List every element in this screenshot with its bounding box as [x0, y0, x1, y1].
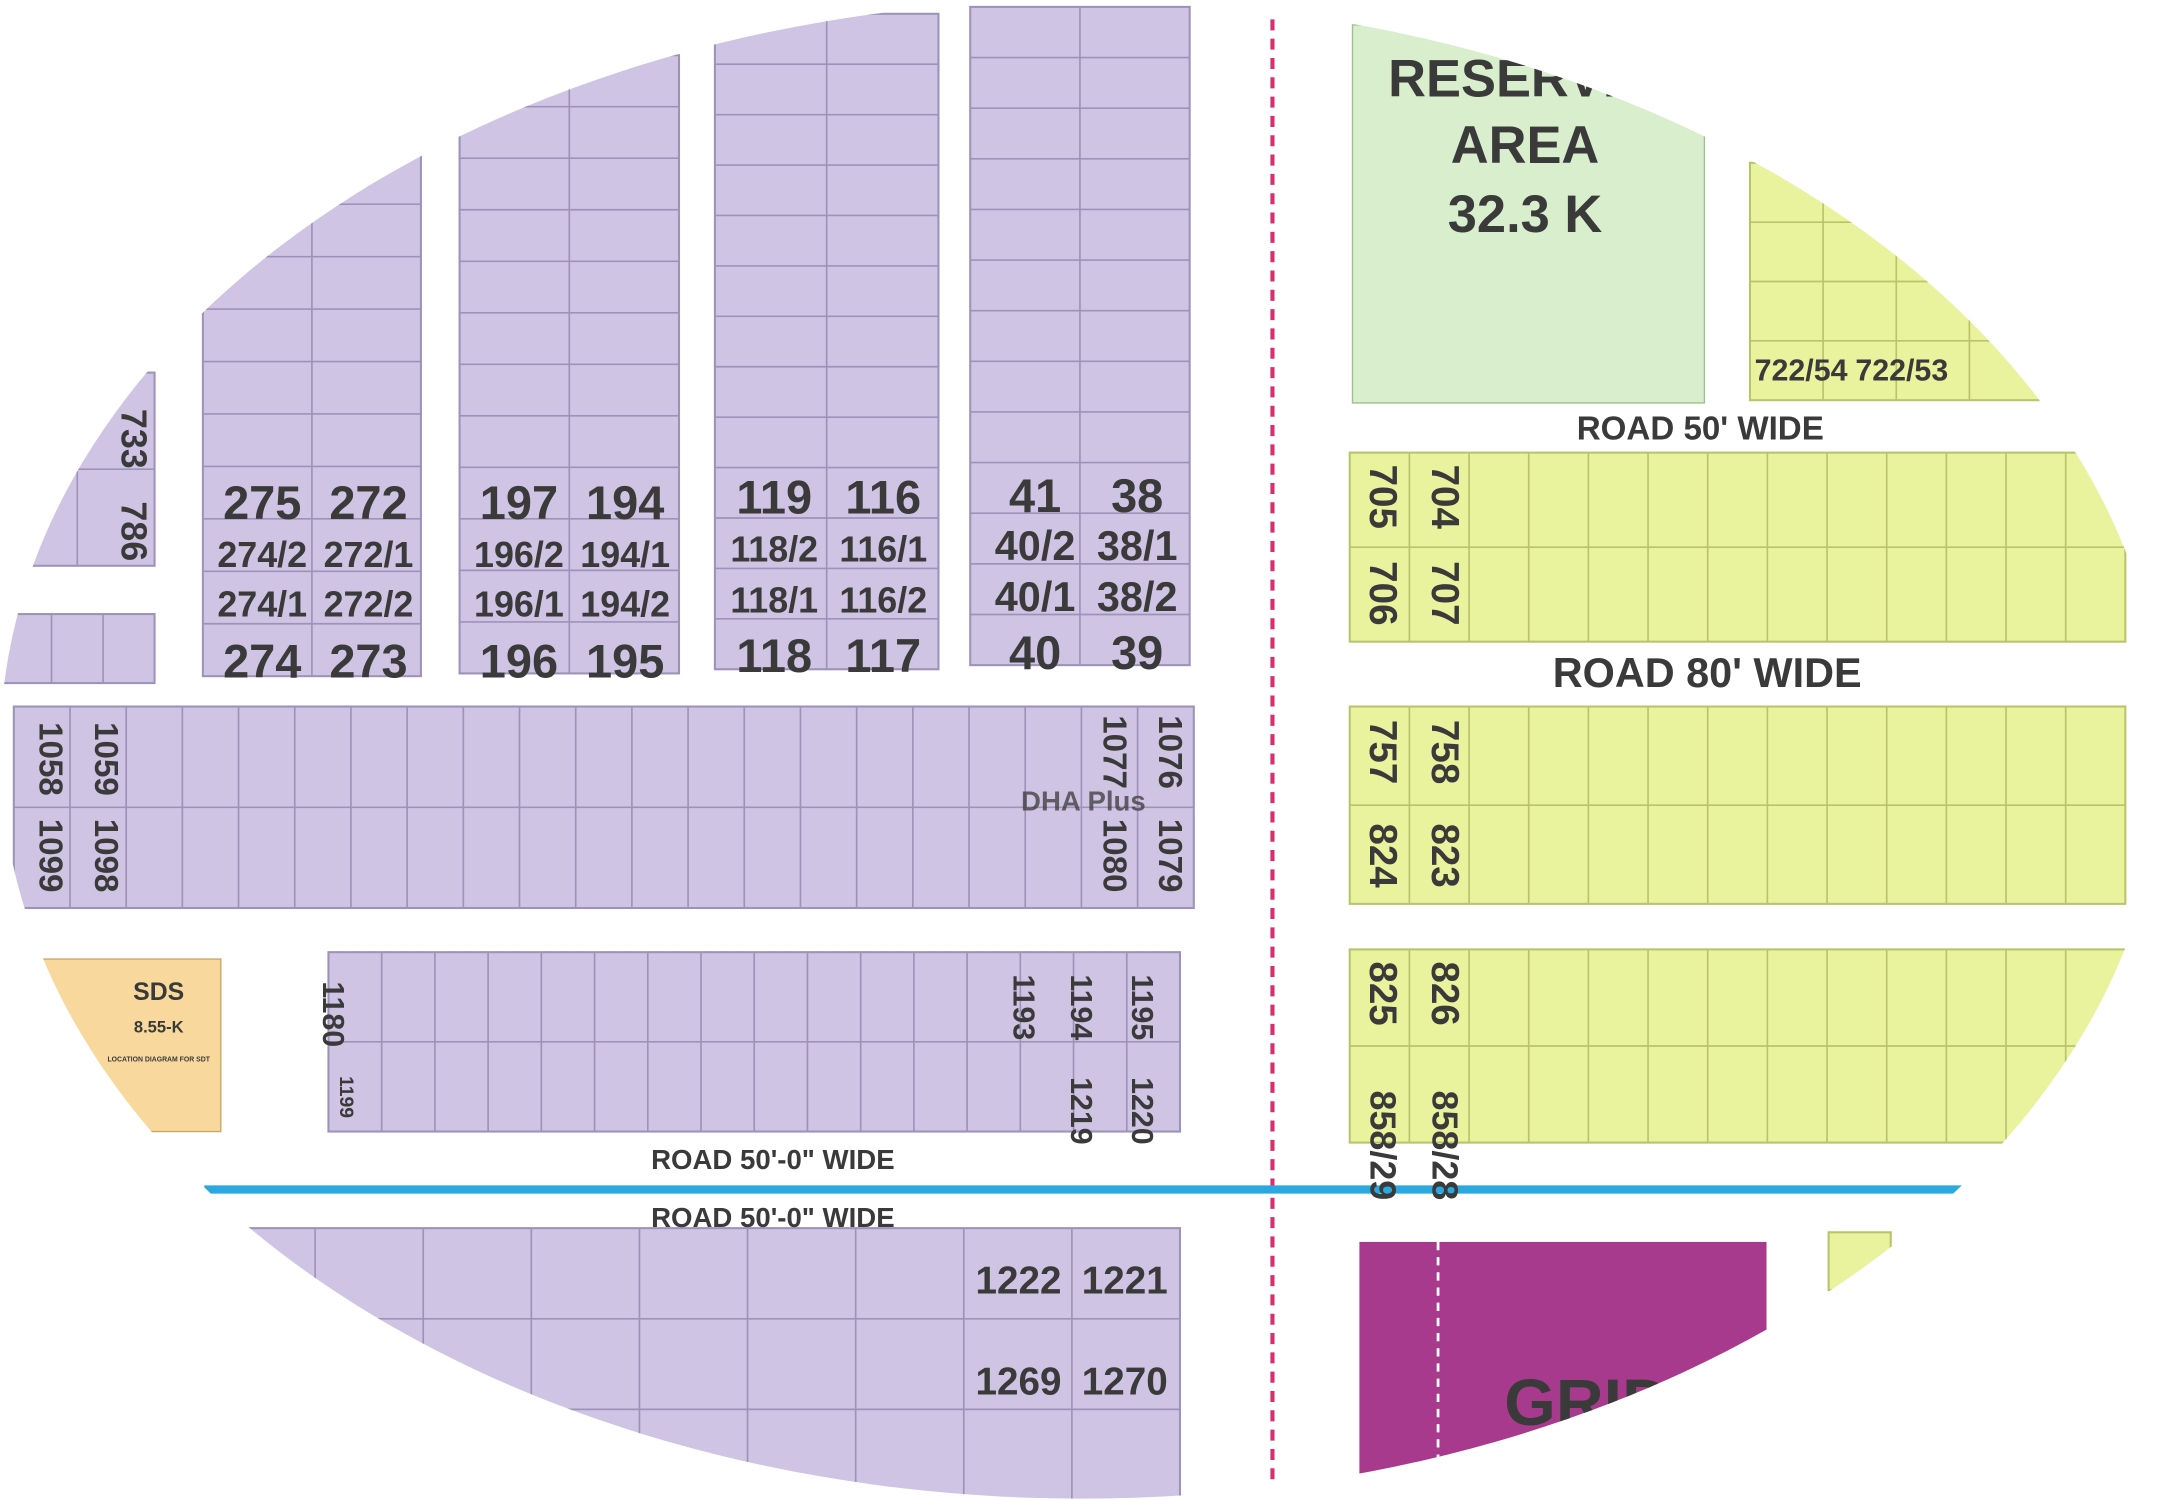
label: 1059	[87, 722, 124, 796]
label: 41	[1009, 470, 1061, 522]
label: 858/29	[1363, 1090, 1403, 1200]
label: DHA Plus	[1021, 785, 1146, 816]
label: 197	[480, 477, 558, 529]
label: 8.55-K	[134, 1017, 184, 1036]
label: 1098	[87, 819, 124, 893]
label: 858/28	[1425, 1090, 1465, 1200]
label: 118	[736, 630, 812, 682]
label: 118/1	[730, 581, 818, 621]
label: 758	[1423, 720, 1466, 784]
label: 275	[223, 477, 301, 529]
label: 272/2	[324, 585, 414, 625]
label: 1220	[1125, 1077, 1158, 1145]
label: 194/2	[580, 585, 670, 625]
label: ROAD 80' WIDE	[1553, 650, 1862, 696]
label: LOCATION DIAGRAM FOR SDT	[107, 1057, 210, 1064]
label: 116/2	[839, 581, 927, 621]
label: 733	[114, 409, 154, 469]
label: 1221	[1082, 1260, 1168, 1303]
label: 707	[1423, 561, 1466, 625]
label: 1222	[976, 1260, 1062, 1303]
label: 1269	[976, 1360, 1062, 1403]
label: 117	[845, 630, 921, 682]
label: 1194	[1064, 974, 1097, 1040]
plot-block	[0, 613, 156, 685]
label: 272/1	[324, 535, 414, 575]
label: 32.3 K	[1448, 186, 1603, 244]
label: 706	[1361, 561, 1404, 625]
label: 825	[1361, 961, 1404, 1025]
label: 118/2	[730, 529, 818, 569]
label: 704	[1423, 465, 1466, 530]
label: 1199	[335, 1076, 356, 1118]
label: 196/1	[474, 585, 564, 625]
label: 39	[1111, 627, 1163, 679]
label: 40/2	[995, 523, 1076, 569]
label: AREA	[1451, 117, 1600, 175]
sds-area	[37, 958, 222, 1133]
label: GRID	[1504, 1366, 1670, 1440]
label: 38/1	[1097, 523, 1178, 569]
label: 1080	[1096, 819, 1133, 893]
label: 116/1	[839, 529, 927, 569]
label: 273	[329, 636, 407, 688]
label: 38	[1111, 470, 1163, 522]
label: 722/54	[1755, 355, 1848, 388]
label: RESERVED	[1388, 51, 1676, 109]
label: 1180	[316, 981, 349, 1047]
label: ROAD 50'-0" WIDE	[651, 1202, 895, 1233]
label: 1219	[1064, 1077, 1097, 1145]
label: 274/2	[217, 535, 307, 575]
label: 196/2	[474, 535, 564, 575]
label: 1270	[1082, 1360, 1168, 1403]
label: 1076	[1151, 715, 1188, 789]
label: ROAD 50'-0" WIDE	[651, 1144, 895, 1175]
label: 274/1	[217, 585, 307, 625]
label: 195	[586, 636, 664, 688]
label: 823	[1423, 823, 1466, 887]
label: 824	[1361, 823, 1404, 888]
label: 40	[1009, 627, 1061, 679]
label: 194/1	[580, 535, 670, 575]
label: 272	[329, 477, 407, 529]
label: 1195	[1125, 974, 1158, 1040]
label: ROAD 50' WIDE	[1577, 410, 1824, 447]
label: 1193	[1006, 974, 1039, 1040]
label: 1058	[32, 722, 69, 796]
label: 786	[114, 501, 154, 561]
label: 196	[480, 636, 558, 688]
label: 38/2	[1097, 574, 1178, 620]
label: 705	[1361, 465, 1404, 529]
plot-block	[1827, 1231, 1892, 1292]
label: 116	[845, 471, 921, 523]
label: 1079	[1151, 819, 1188, 893]
label: SDS	[133, 979, 184, 1006]
label: 1077	[1096, 715, 1133, 789]
label: 1099	[32, 819, 69, 893]
label: 274	[223, 636, 301, 688]
label: 826	[1423, 961, 1466, 1025]
label: 119	[736, 471, 812, 523]
label: 40/1	[995, 574, 1076, 620]
label: 722/53	[1855, 355, 1948, 388]
label: 194	[586, 477, 664, 529]
label: 757	[1361, 720, 1404, 784]
